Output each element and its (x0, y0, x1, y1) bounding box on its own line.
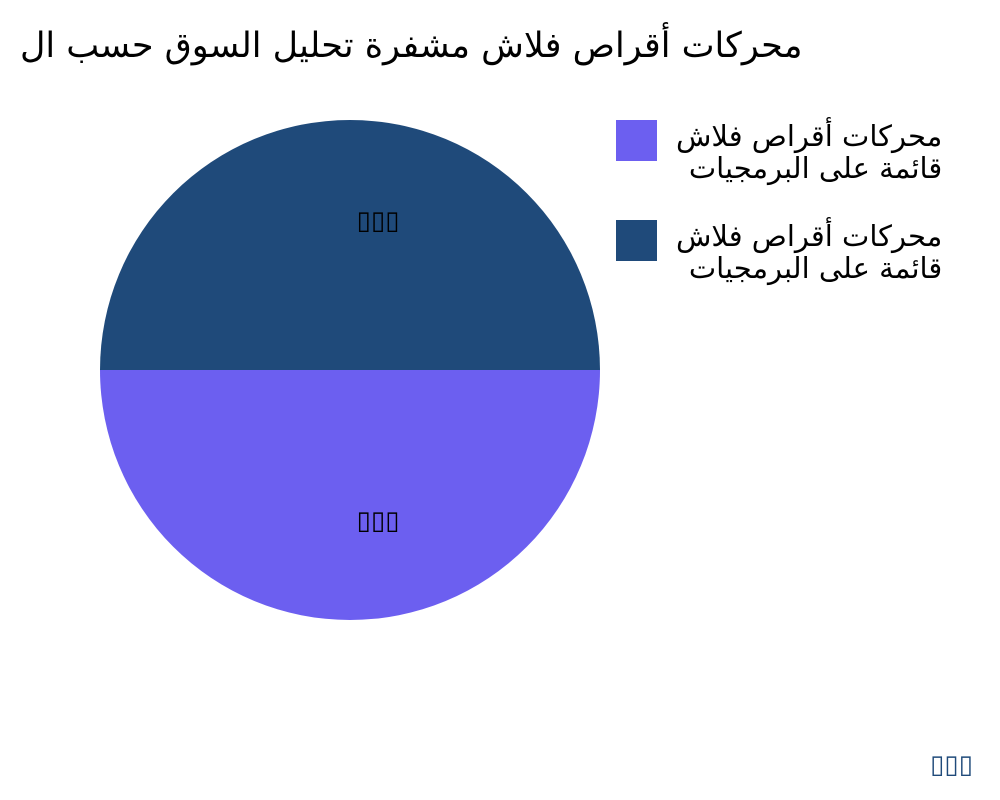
chart-title: محركات أقراص فلاش مشفرة تحليل السوق حسب … (20, 26, 803, 66)
legend-swatch-0 (616, 120, 657, 161)
pie-slice-0 (100, 370, 600, 620)
slice-label-1: ▯▯▯ (357, 206, 400, 236)
legend-item-0: محركات أقراص فلاش قائمة على البرمجيات (616, 120, 942, 184)
legend-swatch-1 (616, 220, 657, 261)
legend-label-1-line-2: قائمة على البرمجيات (688, 251, 943, 285)
legend-label-1-line-1: محركات أقراص فلاش (676, 219, 943, 253)
slice-label-0: ▯▯▯ (357, 506, 400, 536)
legend-label-0-line-2: قائمة على البرمجيات (688, 151, 943, 185)
pie-slice-1 (100, 120, 600, 370)
watermark: ▯▯▯ (930, 750, 973, 780)
legend-item-1: محركات أقراص فلاش قائمة على البرمجيات (616, 220, 942, 284)
legend-label-0-line-1: محركات أقراص فلاش (676, 119, 943, 153)
